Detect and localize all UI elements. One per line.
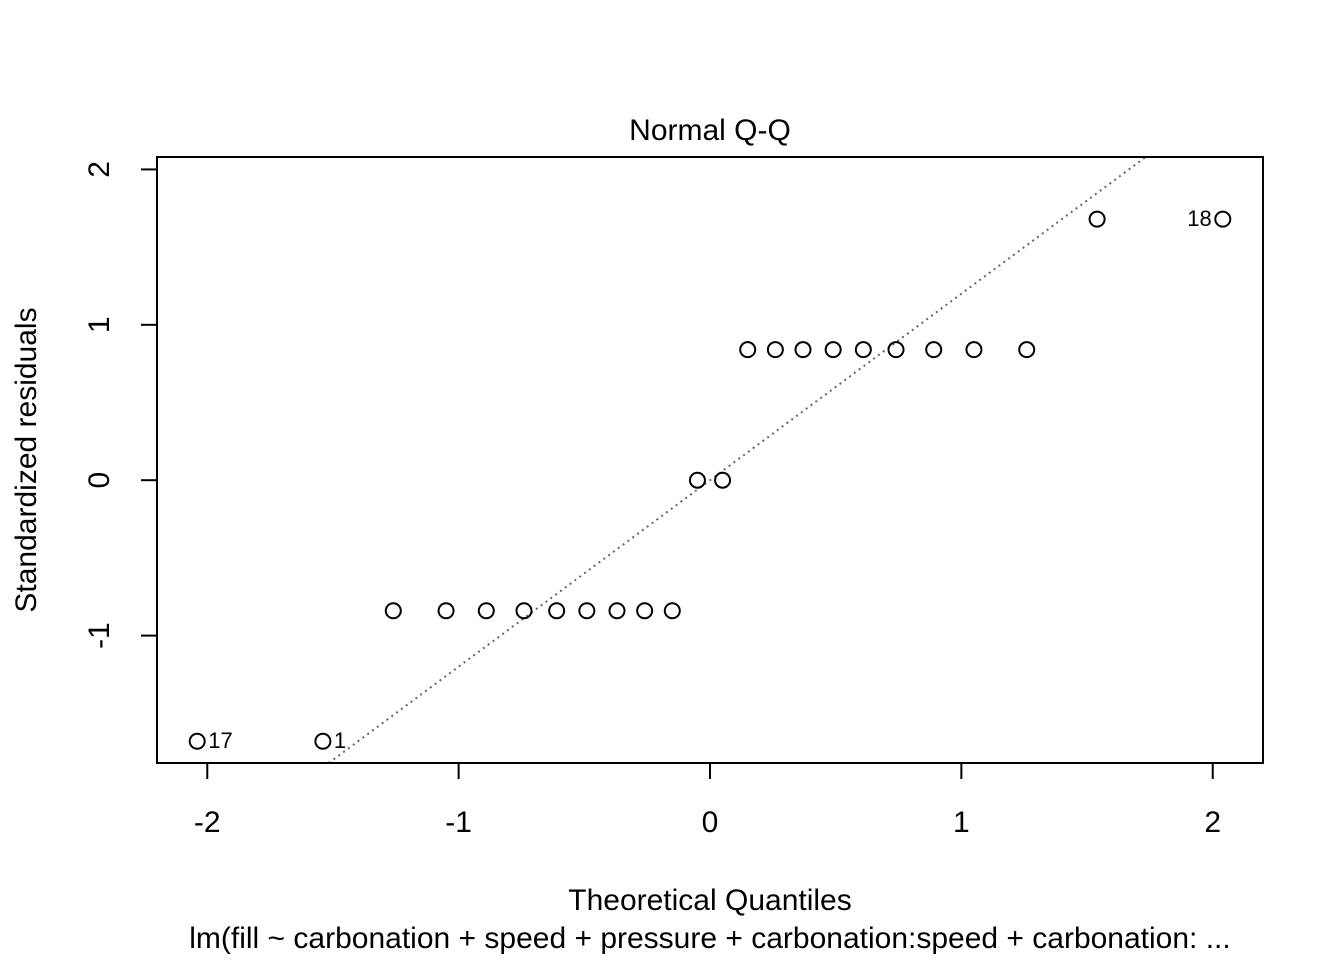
qq-point xyxy=(965,341,983,359)
x-axis: -2 -1 0 1 2 xyxy=(194,762,1221,839)
qq-point xyxy=(1214,210,1232,228)
x-axis-label: Theoretical Quantiles xyxy=(568,884,851,917)
qq-point xyxy=(515,602,533,620)
qq-point xyxy=(636,602,654,620)
y-tick-label: -1 xyxy=(83,622,116,649)
qq-point xyxy=(437,602,455,620)
qq-point xyxy=(477,602,495,620)
qq-point xyxy=(1088,210,1106,228)
plot-area: 17 1 18 xyxy=(156,156,1264,764)
chart-title: Normal Q-Q xyxy=(629,114,791,147)
model-caption: lm(fill ~ carbonation + speed + pressure… xyxy=(189,922,1230,955)
y-tick-label: 2 xyxy=(83,161,116,178)
x-tick-label: 2 xyxy=(1204,806,1221,839)
qq-point xyxy=(794,341,812,359)
point-label: 17 xyxy=(208,728,232,753)
x-tick-label: 1 xyxy=(953,806,970,839)
points-layer xyxy=(188,210,1232,750)
qq-point xyxy=(766,341,784,359)
qq-reference-line xyxy=(328,156,1147,764)
y-axis-label: Standardized residuals xyxy=(10,307,43,612)
qq-point xyxy=(384,602,402,620)
y-axis: -1 0 1 2 xyxy=(83,161,158,649)
x-tick-label: -2 xyxy=(194,806,221,839)
qq-point xyxy=(688,471,706,489)
qq-point xyxy=(854,341,872,359)
y-tick-label: 1 xyxy=(83,316,116,333)
x-tick-label: 0 xyxy=(702,806,719,839)
y-tick-label: 0 xyxy=(83,472,116,489)
point-labels-layer: 17 1 18 xyxy=(208,206,1212,753)
point-label: 18 xyxy=(1187,206,1211,231)
qq-point xyxy=(548,602,566,620)
qq-point xyxy=(714,471,732,489)
qq-point xyxy=(188,732,206,750)
x-tick-label: -1 xyxy=(445,806,472,839)
qq-point xyxy=(824,341,842,359)
reference-line-layer xyxy=(328,156,1147,764)
qq-point xyxy=(925,341,943,359)
qq-point xyxy=(663,602,681,620)
qq-point xyxy=(578,602,596,620)
qq-point xyxy=(887,341,905,359)
qq-point xyxy=(739,341,757,359)
qq-point xyxy=(1018,341,1036,359)
qq-point xyxy=(314,732,332,750)
plot-frame xyxy=(156,156,1264,764)
qq-point xyxy=(608,602,626,620)
point-label: 1 xyxy=(334,728,346,753)
